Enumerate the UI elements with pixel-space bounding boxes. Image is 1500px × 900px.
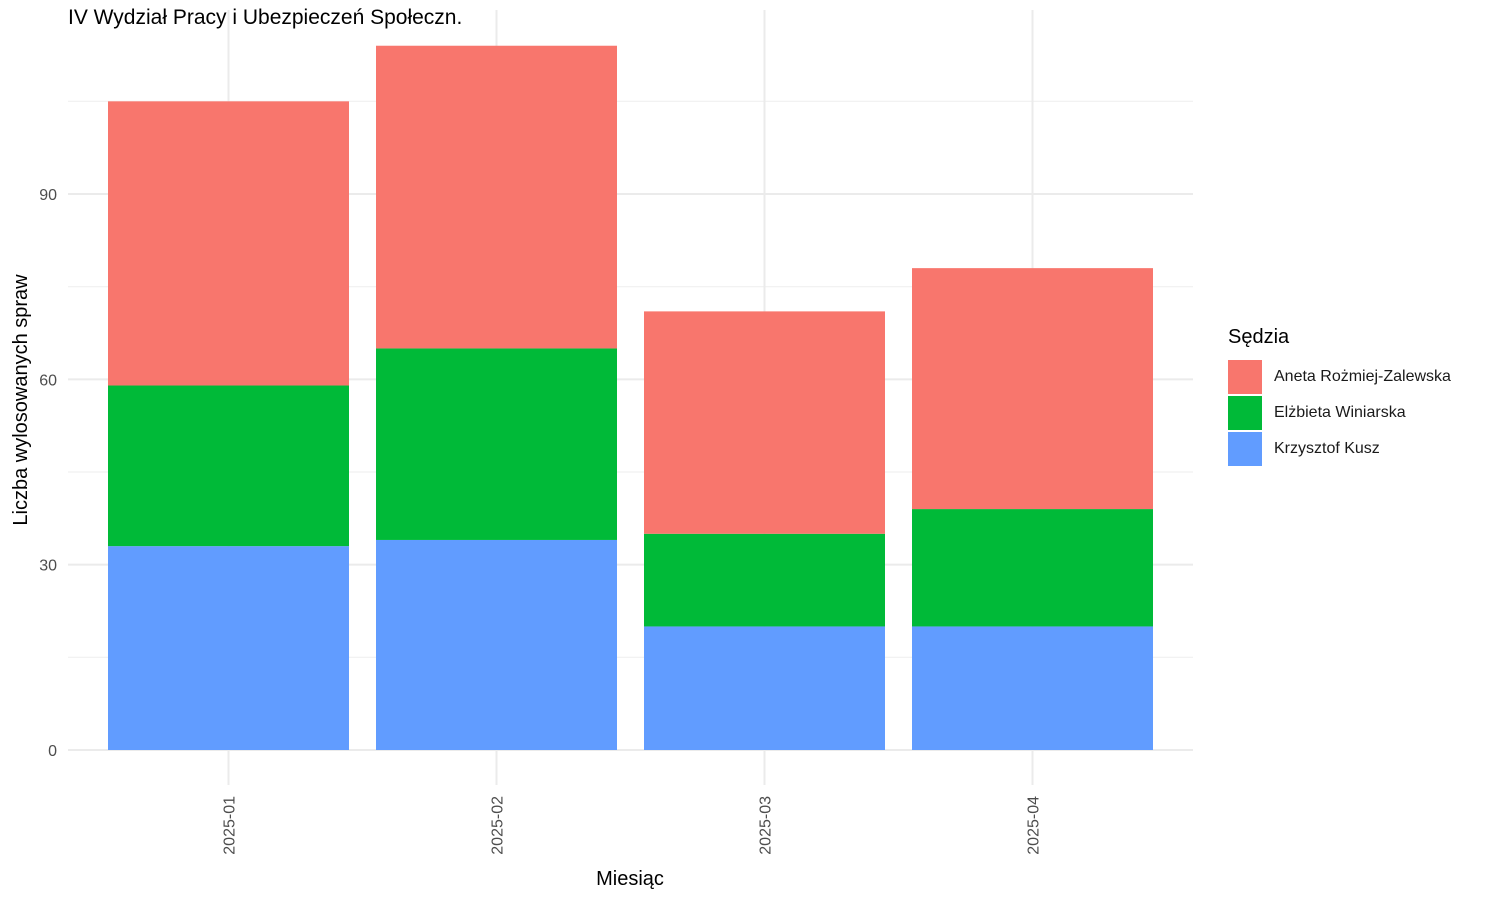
y-tick-label: 30 <box>39 558 57 575</box>
legend-label: Aneta Rożmiej-Zalewska <box>1274 368 1451 385</box>
bar-segment <box>912 626 1153 750</box>
legend-label: Krzysztof Kusz <box>1274 440 1380 457</box>
bar-segment <box>376 45 617 349</box>
y-tick-label: 0 <box>48 743 57 760</box>
bar-segment <box>644 311 885 534</box>
legend-items: Aneta Rożmiej-Zalewska Elżbieta Winiarska… <box>1228 359 1451 467</box>
legend-title: Sędzia <box>1228 326 1290 348</box>
bars <box>108 45 1153 750</box>
y-axis-tick-labels: 0 30 60 90 <box>39 187 57 760</box>
x-tick-label: 2025-01 <box>222 796 239 855</box>
bar-segment <box>644 533 885 627</box>
x-tick-label: 2025-04 <box>1026 796 1043 855</box>
y-axis-title: Liczba wylosowanych spraw <box>10 274 32 526</box>
y-tick-label: 60 <box>39 372 57 389</box>
bar-segment <box>108 101 349 386</box>
bar-segment <box>376 539 617 750</box>
legend: Sędzia Aneta Rożmiej-Zalewska Elżbieta Wi… <box>1228 326 1451 467</box>
legend-key <box>1228 396 1262 430</box>
bar-segment <box>644 626 885 750</box>
bar-segment <box>108 385 349 547</box>
x-tick-label: 2025-02 <box>490 796 507 855</box>
legend-label: Elżbieta Winiarska <box>1274 404 1406 421</box>
legend-item: Elżbieta Winiarska <box>1228 395 1451 431</box>
legend-key <box>1228 432 1262 466</box>
x-axis-title: Miesiąc <box>596 868 664 890</box>
x-axis-tick-labels: 2025-01 2025-02 2025-03 2025-04 <box>222 796 1043 855</box>
bar-segment <box>108 546 349 750</box>
y-tick-label: 90 <box>39 187 57 204</box>
chart-title: IV Wydział Pracy i Ubezpieczeń Społeczn. <box>68 6 463 29</box>
bar-segment <box>912 509 1153 627</box>
bar-segment <box>376 348 617 540</box>
legend-item: Aneta Rożmiej-Zalewska <box>1228 359 1451 395</box>
bar-segment <box>912 268 1153 510</box>
x-tick-label: 2025-03 <box>758 796 775 855</box>
legend-key <box>1228 360 1262 394</box>
legend-item: Krzysztof Kusz <box>1228 431 1451 467</box>
